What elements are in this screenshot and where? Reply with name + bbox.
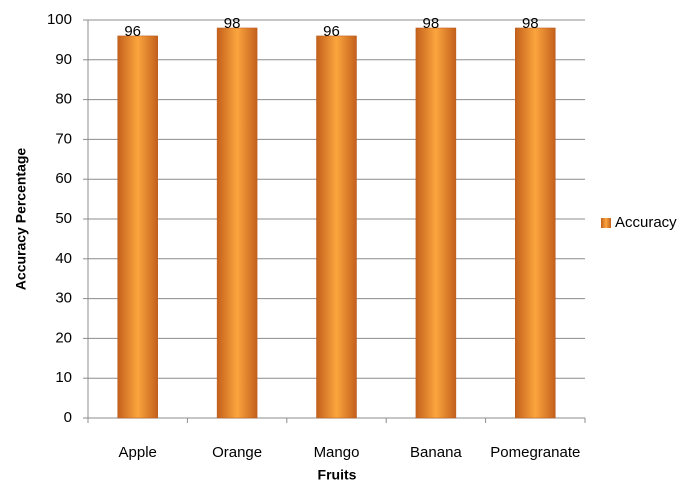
bar <box>515 27 556 419</box>
x-axis-title: Fruits <box>318 467 357 483</box>
data-label: 98 <box>522 15 539 32</box>
bar <box>415 27 457 419</box>
x-tick-label: Banana <box>410 444 462 461</box>
y-tick-label: 0 <box>64 409 72 426</box>
bar <box>216 27 258 419</box>
legend-swatch <box>601 218 611 228</box>
data-label: 98 <box>423 15 440 32</box>
y-axis-title: Accuracy Percentage <box>13 148 29 291</box>
y-tick-label: 70 <box>55 130 72 147</box>
x-tick-label: Mango <box>314 444 360 461</box>
y-tick-label: 10 <box>55 369 72 386</box>
bar <box>117 35 158 419</box>
bar <box>316 35 357 419</box>
y-tick-label: 20 <box>55 329 72 346</box>
data-label: 96 <box>124 23 141 40</box>
x-tick-label: Pomegranate <box>490 444 580 461</box>
legend-label: Accuracy <box>615 214 677 231</box>
data-label: 98 <box>224 15 241 32</box>
y-tick-label: 60 <box>55 170 72 187</box>
x-tick-label: Apple <box>119 444 157 461</box>
data-label: 96 <box>323 23 340 40</box>
y-tick-label: 30 <box>55 290 72 307</box>
x-tick-label: Orange <box>212 444 262 461</box>
y-tick-label: 100 <box>47 11 72 28</box>
y-tick-label: 90 <box>55 51 72 68</box>
y-tick-label: 40 <box>55 250 72 267</box>
y-tick-label: 50 <box>55 210 72 227</box>
y-tick-label: 80 <box>55 91 72 108</box>
